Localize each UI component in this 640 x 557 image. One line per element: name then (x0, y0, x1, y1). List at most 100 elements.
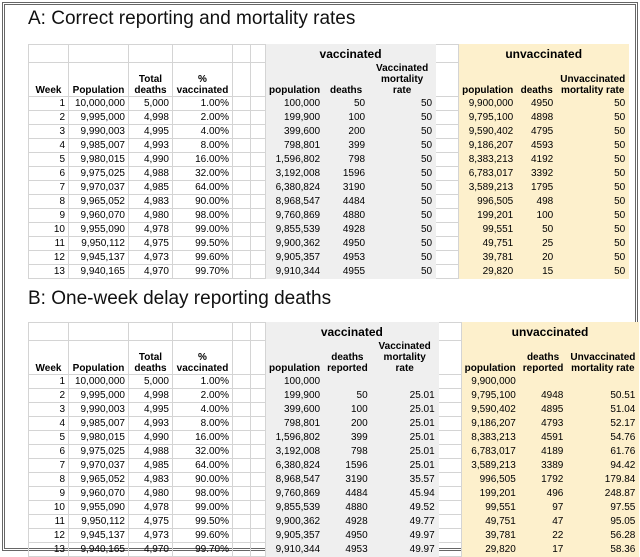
table-row: 3 9,990,003 4,995 4.00% 399,600 200 50 9,590,40… (28, 124, 630, 139)
cell: 4,973 (128, 250, 173, 265)
cell (323, 374, 372, 389)
cell: 100,000 (264, 374, 325, 389)
table-row: 8 9,965,052 4,983 90.00% 8,968,547 4484 50 996,… (28, 194, 630, 209)
cell (232, 402, 251, 417)
cell: 4189 (518, 444, 568, 459)
cell: 100 (516, 208, 558, 223)
cell: 1.00% (172, 374, 233, 389)
table-row: 10 9,955,090 4,978 99.00% 9,855,539 4928 50 99,… (28, 222, 630, 237)
cell: 6,783,017 (460, 444, 520, 459)
table-row: 5 9,980,015 4,990 16.00% 1,596,802 399 25.01 8,… (28, 430, 640, 445)
cell: 9,900,362 (264, 514, 325, 529)
cell: 9,760,869 (264, 486, 325, 501)
cell: 4.00% (172, 402, 233, 417)
cell: 4,970 (128, 542, 173, 557)
cell: 50 (368, 208, 437, 223)
cell: 50 (556, 152, 630, 167)
cell (518, 374, 568, 389)
cell: 49,751 (458, 236, 518, 251)
column-header: Week (28, 62, 69, 97)
cell: 50 (556, 110, 630, 125)
cell: 798 (323, 152, 370, 167)
column-header-row: Week Population Total deaths% vaccinated po… (28, 340, 640, 375)
cell: 1,596,802 (264, 430, 325, 445)
cell: 50 (556, 208, 630, 223)
cell (250, 458, 266, 473)
cell (435, 44, 460, 63)
table-row: 2 9,995,000 4,998 2.00% 199,900 50 25.01 9,795,… (28, 388, 640, 403)
cell: 100 (323, 110, 370, 125)
cell (250, 194, 266, 209)
cell (28, 44, 69, 63)
cell: 9,795,100 (458, 110, 518, 125)
cell: 99.50% (172, 236, 233, 251)
table-row: 12 9,945,137 4,973 99.60% 9,905,357 4950 49.97… (28, 528, 640, 543)
cell: 9,975,025 (68, 444, 129, 459)
cell: 9,990,003 (68, 124, 129, 139)
table-row: 4 9,985,007 4,993 8.00% 798,801 399 50 9,186,20… (28, 138, 630, 153)
cell: 6 (28, 444, 69, 459)
cell: 199,201 (460, 486, 520, 501)
table-row: 9 9,960,070 4,980 98.00% 9,760,869 4484 45.94 1… (28, 486, 640, 501)
cell (28, 322, 69, 341)
column-header: % vaccinated (172, 62, 233, 97)
table-row: 13 9,940,165 4,970 99.70% 9,910,344 4953 49.97… (28, 542, 640, 557)
cell (232, 180, 251, 195)
cell: 996,505 (460, 472, 520, 487)
column-header: population (264, 62, 325, 97)
cell: 17 (518, 542, 568, 557)
cell (68, 322, 129, 341)
cell (250, 208, 266, 223)
cell: 9,970,037 (68, 458, 129, 473)
cell: 8 (28, 194, 69, 209)
cell: 4950 (323, 236, 370, 251)
cell (437, 374, 462, 389)
cell: 16.00% (172, 152, 233, 167)
cell: 50 (556, 96, 630, 111)
cell: 9,960,070 (68, 486, 129, 501)
cell: 10,000,000 (68, 96, 129, 111)
cell: 9,980,015 (68, 152, 129, 167)
cell: 50 (368, 180, 437, 195)
cell: 399 (323, 138, 370, 153)
cell: 5 (28, 430, 69, 445)
cell: 50 (556, 222, 630, 237)
cell: 9,970,037 (68, 180, 129, 195)
cell: 8,383,213 (460, 430, 520, 445)
table-row: 5 9,980,015 4,990 16.00% 1,596,802 798 50 8,383… (28, 152, 630, 167)
column-header: population (458, 62, 518, 97)
cell (437, 458, 462, 473)
cell (232, 264, 251, 279)
cell: 95.05 (566, 514, 640, 529)
cell: 1596 (323, 166, 370, 181)
cell: 9,186,207 (458, 138, 518, 153)
cell: 2 (28, 388, 69, 403)
cell: 58.36 (566, 542, 640, 557)
table-row: 11 9,950,112 4,975 99.50% 9,900,362 4928 49.77… (28, 514, 640, 529)
cell: 4.00% (172, 124, 233, 139)
cell (232, 194, 251, 209)
cell: 25.01 (370, 430, 439, 445)
cell: 64.00% (172, 458, 233, 473)
cell: 50 (368, 264, 437, 279)
cell: 99.70% (172, 264, 233, 279)
cell (250, 500, 266, 515)
cell: 248.87 (566, 486, 640, 501)
cell: 50 (323, 388, 372, 403)
cell: 9,590,402 (458, 124, 518, 139)
cell: 4928 (323, 222, 370, 237)
cell: 9,990,003 (68, 402, 129, 417)
cell: 4,988 (128, 166, 173, 181)
cell (128, 322, 173, 341)
cell: 50 (368, 236, 437, 251)
cell: 9,905,357 (264, 528, 325, 543)
cell: 4880 (323, 208, 370, 223)
cell: 1 (28, 374, 69, 389)
cell: 4 (28, 416, 69, 431)
cell (435, 180, 460, 195)
cell: 199,900 (264, 388, 325, 403)
cell: 13 (28, 264, 69, 279)
cell: 9,905,357 (264, 250, 325, 265)
cell: 50 (516, 222, 558, 237)
